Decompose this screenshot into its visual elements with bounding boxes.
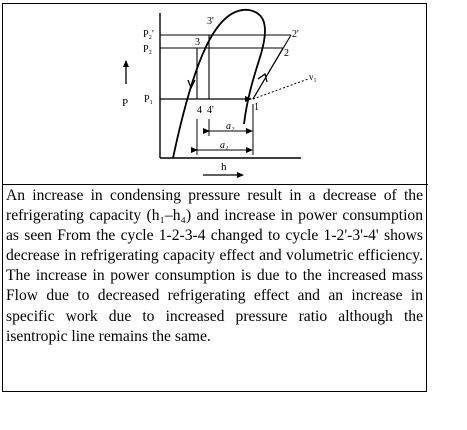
superheat-dotted-line	[252, 78, 309, 100]
compression-line-1-2prime	[252, 34, 292, 100]
pressure-label-p1: P₁	[144, 94, 153, 105]
pressure-label-p2-prime: P₂'	[143, 29, 154, 40]
state-label-4-prime: 4'	[207, 105, 214, 116]
saturation-dome	[172, 9, 266, 159]
state-label-2: 2	[284, 48, 289, 59]
state-label-2-prime: 2'	[292, 29, 299, 40]
y-axis-label: P	[122, 97, 128, 109]
state-label-3: 3	[195, 37, 200, 48]
expansion-arrow	[187, 79, 196, 90]
content-frame: P h P₂' P₂ P₁	[2, 3, 428, 393]
caption-text: An increase in condensing pressure resul…	[6, 187, 423, 345]
ph-diagram-svg: P h P₂' P₂ P₁	[122, 9, 317, 178]
dimension-label-a1: a₁	[220, 140, 228, 151]
pressure-label-p2: P₂	[143, 44, 152, 55]
state-label-4: 4	[197, 105, 202, 116]
state-label-v1: v₁	[309, 72, 317, 82]
state-label-1: 1	[254, 102, 259, 113]
compression-arrow	[257, 72, 268, 83]
ph-diagram: P h P₂' P₂ P₁	[3, 4, 428, 184]
dimension-label-a2: a₂	[226, 121, 235, 132]
caption-box: An increase in condensing pressure resul…	[3, 184, 428, 393]
state-label-3-prime: 3'	[207, 16, 214, 27]
x-axis-label: h	[221, 161, 227, 173]
